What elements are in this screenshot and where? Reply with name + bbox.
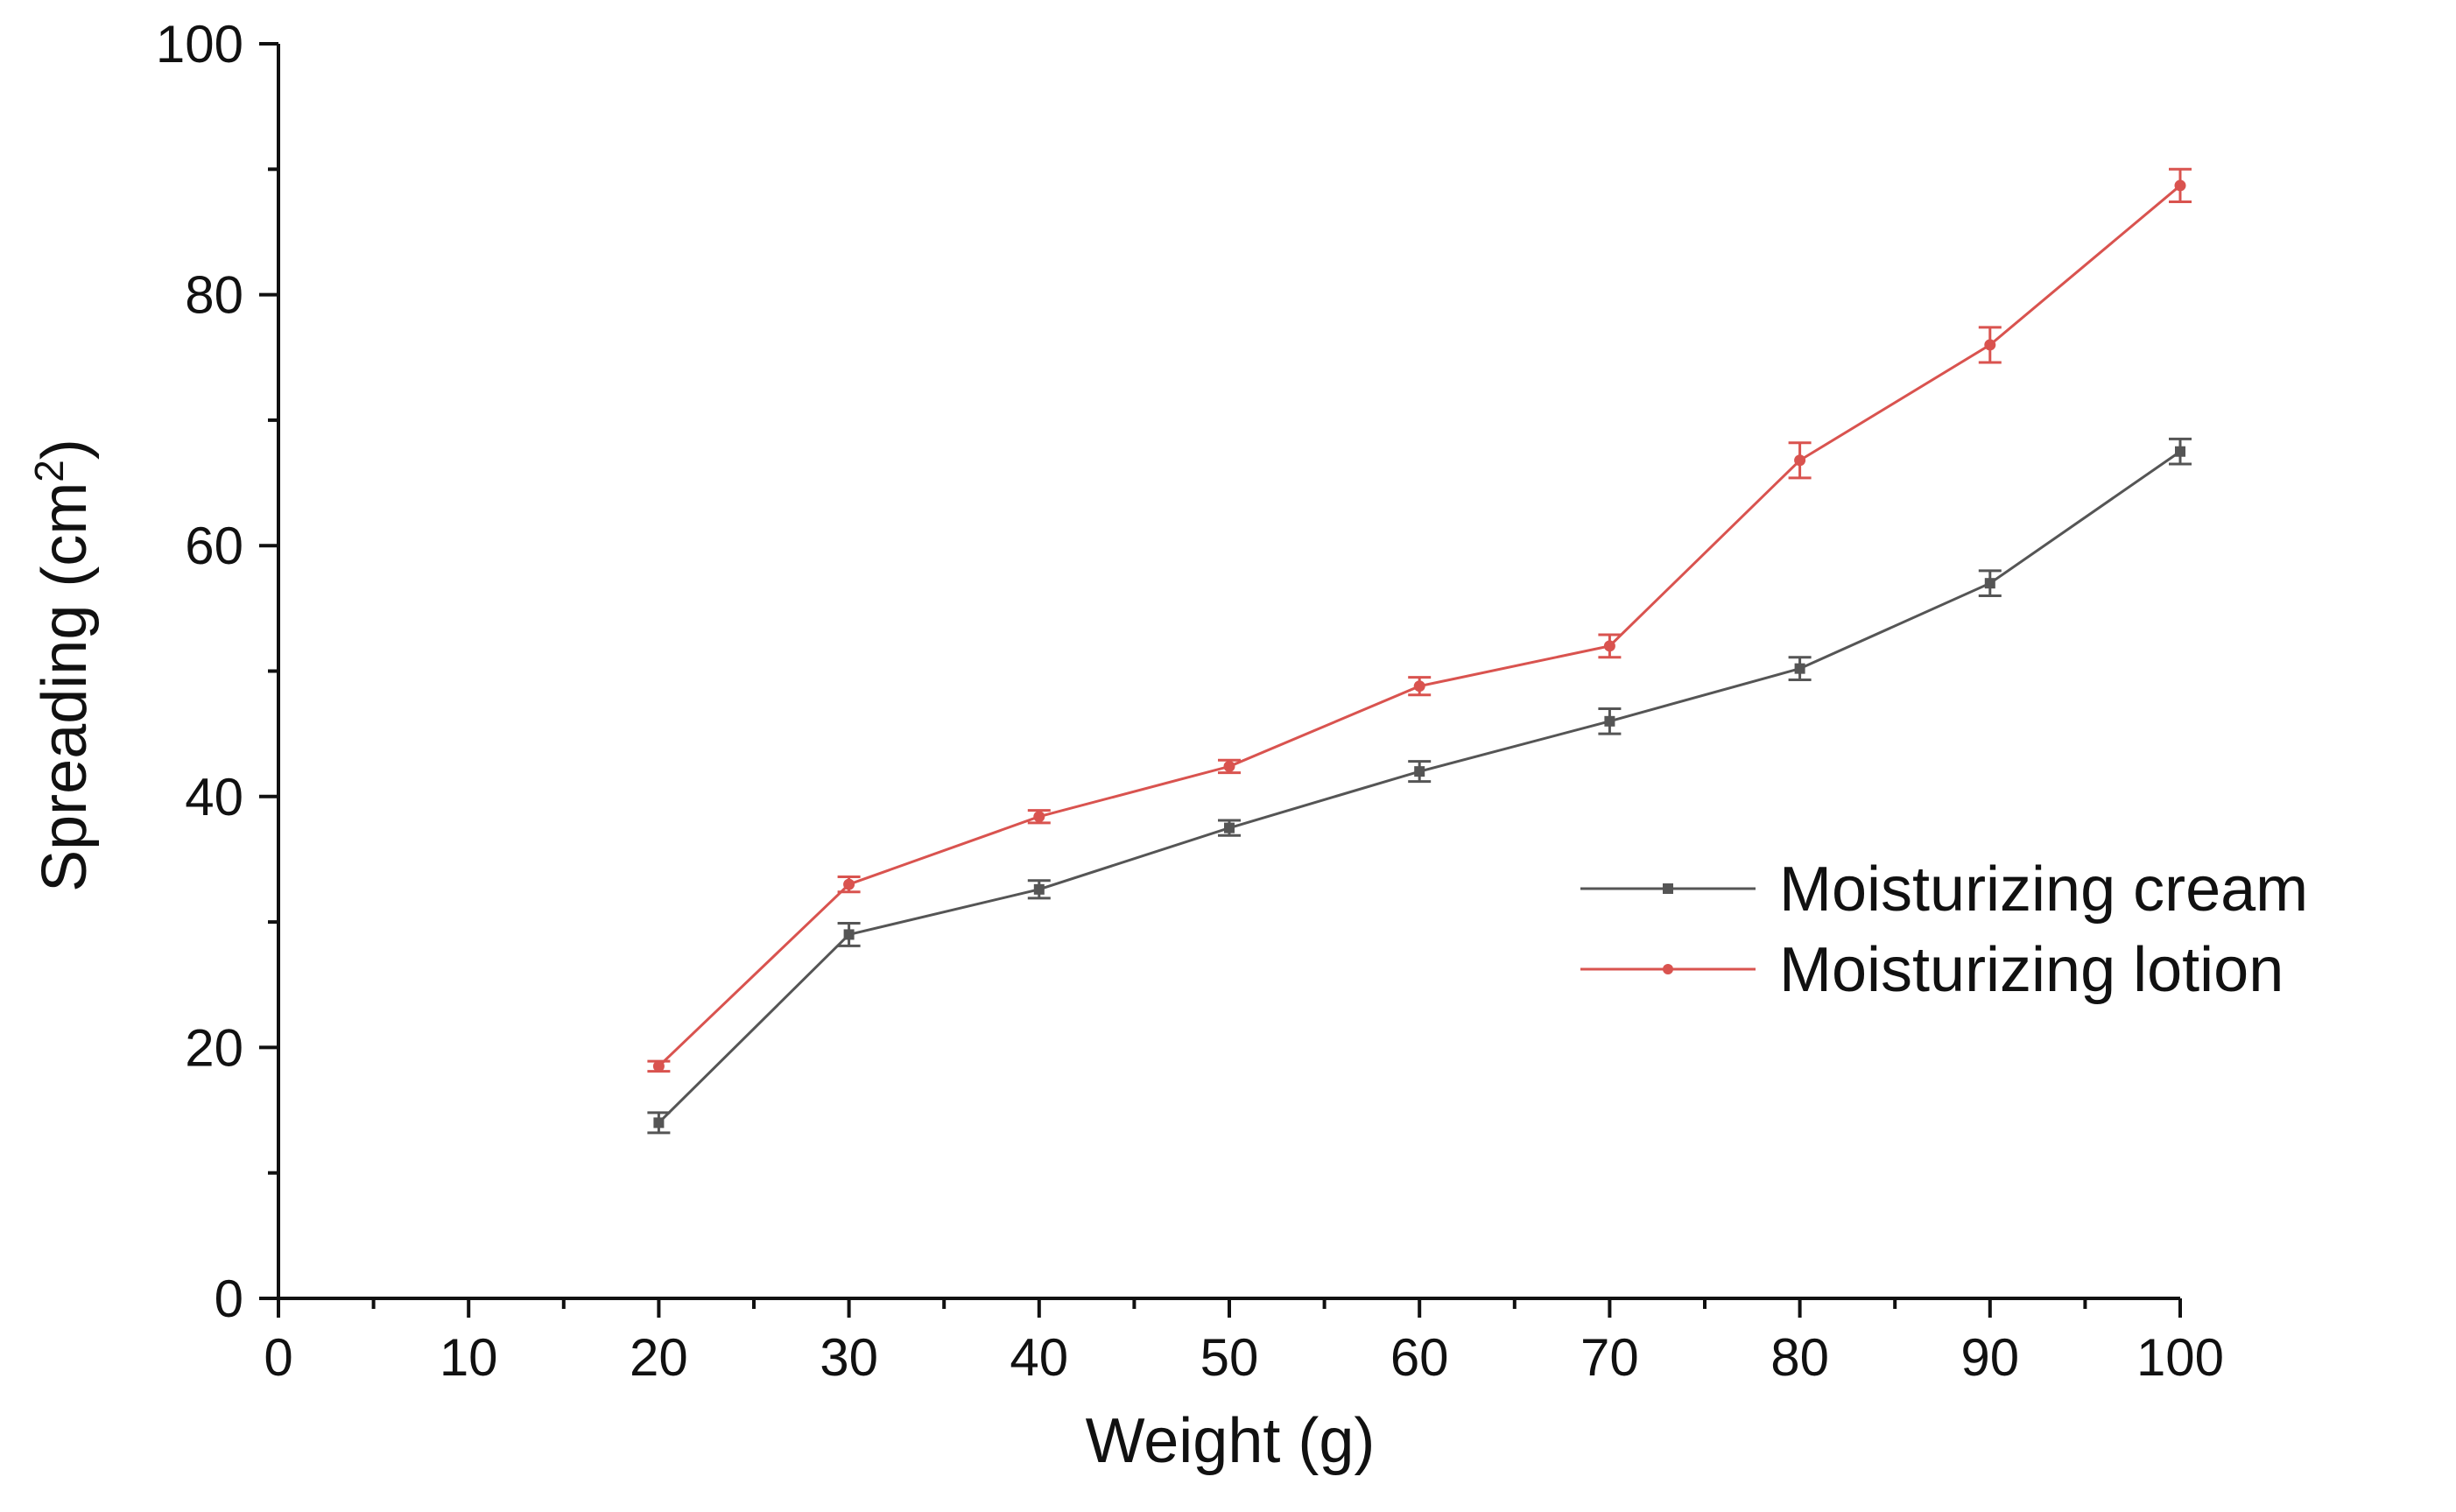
x-axis: 0 10 20 30 40 50 60 70 80 90 100: [264, 1297, 2224, 1387]
data-point: [843, 878, 855, 890]
data-point: [1033, 811, 1045, 823]
series-moisturizing-lotion: [647, 167, 2192, 1073]
x-tick-label: 30: [820, 1328, 878, 1387]
y-axis-title: Spreading (cm2): [26, 439, 100, 892]
x-tick-label: 80: [1770, 1328, 1829, 1387]
legend-marker-cream: [1663, 883, 1673, 894]
legend-marker-lotion: [1663, 964, 1673, 974]
x-tick-label: 60: [1390, 1328, 1449, 1387]
legend-label-cream: Moisturizing cream: [1779, 854, 2308, 925]
series-layer: [647, 167, 2192, 1135]
data-point: [843, 929, 855, 940]
y-tick-label: 100: [156, 15, 243, 74]
y-axis-title-main: Spreading (cm: [30, 482, 100, 892]
data-point: [1413, 680, 1425, 693]
data-point: [1794, 663, 1805, 674]
y-tick-label: 40: [185, 768, 243, 826]
x-axis-title: Weight (g): [1086, 1406, 1376, 1476]
data-point: [1603, 640, 1615, 652]
data-point: [1794, 454, 1806, 467]
legend: Moisturizing cream Moisturizing lotion: [1580, 854, 2308, 1005]
y-tick-label: 80: [185, 266, 243, 325]
x-tick-label: 40: [1010, 1328, 1068, 1387]
series-line-moisturizing-cream: [658, 450, 2181, 1124]
data-point: [1414, 766, 1425, 777]
y-tick-label: 0: [215, 1269, 243, 1328]
data-point: [653, 1117, 665, 1129]
x-tick-label: 10: [440, 1328, 498, 1387]
y-tick-label: 20: [185, 1018, 243, 1077]
data-point: [2175, 446, 2185, 457]
y-axis: 0 20 40 60 80 100: [156, 15, 280, 1328]
series-moisturizing-cream: [647, 437, 2192, 1135]
data-point: [2174, 179, 2186, 192]
data-point: [1224, 822, 1235, 833]
x-tick-label: 0: [264, 1328, 292, 1387]
data-point: [1984, 578, 1995, 589]
y-tick-label: 60: [185, 517, 243, 575]
x-tick-label: 70: [1580, 1328, 1639, 1387]
x-tick-label: 90: [1960, 1328, 2019, 1387]
y-axis-title-close: ): [30, 439, 100, 460]
data-point: [652, 1060, 665, 1072]
x-tick-label: 100: [2136, 1328, 2224, 1387]
y-axis-title-sup: 2: [26, 460, 72, 482]
data-point: [1604, 715, 1615, 727]
series-line-moisturizing-lotion: [658, 184, 2181, 1067]
x-tick-label: 20: [630, 1328, 688, 1387]
x-tick-label: 50: [1200, 1328, 1259, 1387]
data-point: [1223, 760, 1235, 772]
data-point: [1033, 883, 1045, 895]
legend-label-lotion: Moisturizing lotion: [1779, 935, 2284, 1005]
data-point: [1984, 339, 1996, 351]
